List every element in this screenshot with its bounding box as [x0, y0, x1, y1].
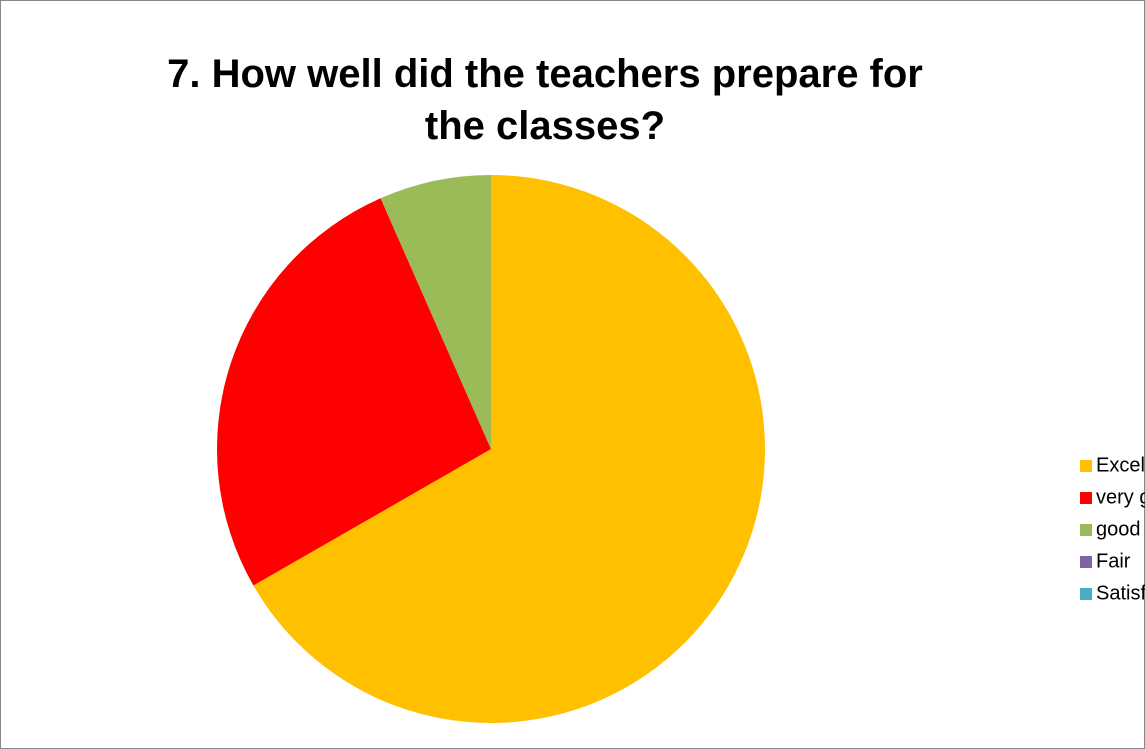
legend-label: Excellent — [1096, 454, 1145, 476]
legend-label: good — [1096, 518, 1141, 540]
legend-label: Fair — [1096, 550, 1131, 572]
legend-swatch — [1080, 556, 1092, 568]
legend-label: Satisfied — [1096, 582, 1145, 604]
legend-label: very good — [1096, 486, 1145, 508]
legend-swatch — [1080, 492, 1092, 504]
legend-swatch — [1080, 460, 1092, 472]
legend-swatch — [1080, 588, 1092, 600]
chart-title: 7. How well did the teachers prepare for… — [167, 52, 923, 148]
pie-slice — [216, 198, 492, 586]
pie-slice — [253, 175, 766, 723]
legend-swatch — [1080, 524, 1092, 536]
pie-slice — [380, 175, 491, 449]
